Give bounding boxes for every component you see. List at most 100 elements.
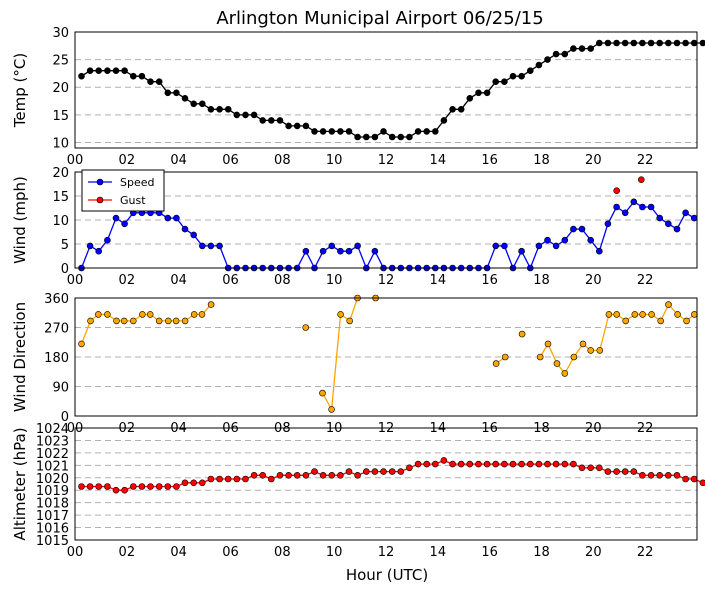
data-point xyxy=(535,61,543,69)
data-point xyxy=(267,475,275,483)
x-tick-label: 12 xyxy=(378,273,395,288)
data-point xyxy=(613,311,621,318)
y-axis-label-wind: Wind (mph) xyxy=(11,176,29,264)
data-point xyxy=(552,460,560,468)
data-point xyxy=(587,347,595,354)
data-point xyxy=(224,475,232,483)
data-point xyxy=(682,209,689,217)
x-tick-label: 10 xyxy=(326,153,343,168)
x-tick-label: 12 xyxy=(378,153,395,168)
data-point xyxy=(319,389,326,397)
data-point xyxy=(570,353,578,361)
x-tick-label: 02 xyxy=(119,545,136,560)
data-point xyxy=(630,468,638,475)
data-point xyxy=(173,214,180,222)
data-point xyxy=(440,457,448,464)
data-point xyxy=(95,311,102,318)
x-tick-label: 04 xyxy=(170,273,187,288)
data-point xyxy=(587,236,595,244)
data-point xyxy=(664,471,672,479)
y-axis-label-direction: Wind Direction xyxy=(11,302,29,412)
x-tick-label: 22 xyxy=(637,153,654,168)
data-point xyxy=(639,471,646,479)
data-point xyxy=(657,317,665,325)
x-tick-label: 14 xyxy=(430,153,447,168)
data-point xyxy=(337,247,344,255)
data-point xyxy=(233,111,241,119)
data-point xyxy=(423,128,431,135)
y-tick-label: 25 xyxy=(52,54,69,69)
data-point xyxy=(544,460,551,468)
data-point xyxy=(483,89,491,97)
data-point xyxy=(535,460,543,468)
data-point xyxy=(570,45,577,52)
data-point xyxy=(250,471,258,479)
panel-temp: 10 15 20 25 30 00 02 04 06 08 10 12 14 16 18 20 22 Temp (… xyxy=(11,26,705,168)
series-temp xyxy=(78,39,705,141)
x-tick-label: 08 xyxy=(274,545,291,560)
data-point xyxy=(155,78,163,85)
data-point xyxy=(440,117,448,124)
series-line xyxy=(80,200,695,270)
data-point xyxy=(673,471,681,479)
y-tick-label: 20 xyxy=(52,166,69,181)
data-point xyxy=(552,50,560,58)
data-point xyxy=(130,483,137,490)
data-point xyxy=(613,468,620,475)
data-point xyxy=(647,203,655,211)
data-point xyxy=(535,242,543,250)
data-point xyxy=(388,468,396,475)
y-tick-label: 360 xyxy=(44,292,69,307)
data-point xyxy=(130,317,137,325)
data-point xyxy=(354,471,361,479)
data-point xyxy=(526,460,534,468)
series-speed xyxy=(78,198,698,272)
x-tick-label: 16 xyxy=(481,273,498,288)
data-point xyxy=(613,187,621,194)
data-point xyxy=(397,133,405,141)
data-point xyxy=(561,370,569,377)
y-tick-label: 1015 xyxy=(36,534,69,549)
x-tick-label: 04 xyxy=(170,545,187,560)
data-point xyxy=(112,67,120,74)
data-point xyxy=(553,360,561,367)
data-point xyxy=(578,225,586,233)
y-tick-label: 1022 xyxy=(36,447,69,462)
data-point xyxy=(147,78,154,85)
x-tick-label: 18 xyxy=(533,273,550,288)
data-point xyxy=(595,464,603,472)
data-point xyxy=(276,471,284,479)
data-point xyxy=(95,483,102,490)
data-point xyxy=(86,67,94,74)
data-point xyxy=(647,39,655,47)
data-point xyxy=(319,128,327,135)
data-point xyxy=(250,111,258,119)
data-point xyxy=(78,340,85,348)
data-point xyxy=(518,330,526,338)
x-tick-label: 10 xyxy=(326,545,343,560)
data-point xyxy=(518,247,525,255)
data-point xyxy=(121,220,128,228)
data-point xyxy=(380,468,387,475)
data-point xyxy=(112,486,120,494)
x-tick-label: 00 xyxy=(67,153,84,168)
y-tick-label: 1017 xyxy=(36,509,69,524)
x-tick-label: 02 xyxy=(119,273,136,288)
panel-wind: 0 5 10 15 20 00 02 04 06 08 10 12 14 16 18 20 22 Wind (mp… xyxy=(11,166,698,288)
data-point xyxy=(181,479,189,487)
data-point xyxy=(631,311,639,318)
data-point xyxy=(578,45,586,52)
x-tick-label: 18 xyxy=(533,545,550,560)
data-point xyxy=(501,242,508,250)
x-tick-label: 06 xyxy=(222,273,239,288)
data-point xyxy=(302,471,310,479)
y-tick-label: 1018 xyxy=(36,497,69,512)
data-point xyxy=(259,471,267,479)
data-point xyxy=(165,317,172,325)
data-point xyxy=(492,78,500,85)
data-point xyxy=(181,225,189,233)
data-point xyxy=(647,471,655,479)
y-tick-label: 1023 xyxy=(36,434,69,449)
data-point xyxy=(337,128,344,135)
data-point xyxy=(207,301,215,308)
